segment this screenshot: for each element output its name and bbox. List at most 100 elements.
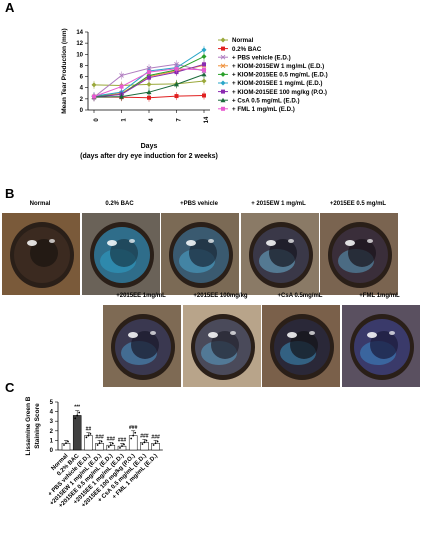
x-tick-label: 7 [177, 118, 183, 122]
data-dot [141, 443, 144, 445]
data-dot [76, 414, 79, 417]
data-point [119, 84, 124, 89]
data-dot [78, 411, 81, 414]
data-dot [109, 444, 112, 447]
data-dot [67, 440, 69, 443]
significance-label: *** [74, 405, 80, 411]
pupil [210, 331, 239, 359]
panel-c-label: C [5, 380, 15, 395]
light-reflection [150, 331, 156, 335]
y-tick-label: 2 [50, 429, 54, 435]
pupil [109, 239, 138, 267]
light-reflection [309, 331, 315, 335]
panel-a-label: A [5, 0, 15, 15]
y-tick-label: 0 [50, 448, 54, 454]
data-dot [143, 441, 146, 444]
y-tick-label: 4 [50, 410, 54, 416]
pupil [131, 331, 159, 359]
bar [151, 443, 160, 451]
light-reflection [207, 332, 218, 338]
data-dot [63, 444, 65, 446]
bar [128, 435, 138, 451]
eye-photo [319, 212, 399, 296]
significance-label: ### [140, 433, 149, 439]
y-axis-label: Mean Tear Production (mm) [61, 28, 68, 113]
data-dot [121, 445, 123, 448]
photo-label: +FML 1mg/mL [359, 293, 400, 299]
data-dot [134, 431, 137, 434]
x-tick-label: 1 [122, 118, 128, 122]
bar [84, 435, 93, 451]
light-reflection [208, 239, 214, 243]
data-point [146, 81, 152, 87]
data-point [220, 80, 226, 86]
y-tick-label: 3 [50, 419, 54, 425]
data-point [147, 70, 151, 75]
data-dot [123, 443, 125, 446]
data-point [174, 81, 179, 87]
data-dot [85, 436, 88, 439]
data-point [119, 94, 124, 99]
significance-label: ### [129, 425, 138, 431]
data-point [147, 75, 151, 80]
light-reflection [229, 331, 236, 335]
data-dot [152, 444, 155, 446]
legend-entry: + KIOM-2015EE 0.5 mg/mL (E.D.) [232, 72, 328, 79]
eye-photo [1, 212, 81, 296]
data-point [220, 71, 226, 77]
photo-label: +2015EE 1mg/mL [116, 293, 166, 299]
significance-label: ### [151, 434, 160, 440]
data-dot [74, 417, 77, 420]
eye-photo [340, 304, 421, 388]
panel-b-label: B [5, 186, 15, 201]
x-tick-label: 0 [94, 118, 100, 122]
data-point [119, 73, 124, 78]
data-dot [130, 437, 133, 440]
data-point [202, 67, 206, 72]
pupil [30, 239, 58, 267]
legend-entry: + KIOM-2015EW 1 mg/mL (E.D.) [232, 63, 324, 70]
data-point [220, 54, 226, 60]
significance-label: ## [86, 427, 92, 433]
bar [72, 415, 82, 451]
legend-entry: + CsA 0.5 mg/mL (E.D.) [232, 97, 300, 104]
data-dot [96, 444, 99, 446]
pupil [369, 331, 398, 359]
legend-entry: + KIOM-2015EE 100 mg/kg (P.O.) [232, 89, 327, 96]
photo-label: + 2015EW 1 mg/mL [251, 201, 306, 207]
data-point [147, 95, 151, 100]
eye-photo [102, 304, 182, 388]
data-point [202, 93, 206, 98]
legend-entry: 0.2% BAC [232, 46, 262, 53]
data-dot [100, 440, 103, 443]
light-reflection [345, 240, 355, 246]
legend-entry: + KIOM-2015EE 1 mg/mL (E.D.) [232, 80, 323, 87]
data-point [174, 94, 179, 99]
bar [95, 443, 104, 451]
photo-label: +CsA 0.5mg/mL [277, 293, 323, 299]
photo-label: 0.2% BAC [105, 201, 134, 207]
bar [140, 442, 149, 451]
data-point [201, 47, 207, 53]
data-dot [111, 442, 114, 445]
data-point [201, 54, 207, 60]
photo-label: +PBS vehicle [180, 201, 218, 207]
eye-photo [261, 304, 341, 388]
pupil [268, 239, 297, 267]
data-dot [89, 432, 92, 435]
data-dot [107, 446, 110, 448]
data-point [202, 62, 206, 67]
x-axis-label: Days [141, 143, 158, 150]
legend-entry: Normal [232, 37, 254, 44]
y-tick-label: 4 [80, 86, 84, 92]
data-dot [132, 434, 135, 437]
data-point [91, 82, 97, 88]
significance-label: ### [118, 437, 127, 443]
data-point [220, 37, 226, 43]
light-reflection [128, 332, 138, 338]
light-reflection [287, 239, 294, 243]
light-reflection [49, 239, 55, 243]
x-tick-label: 14 [204, 116, 210, 123]
data-point [221, 46, 225, 51]
